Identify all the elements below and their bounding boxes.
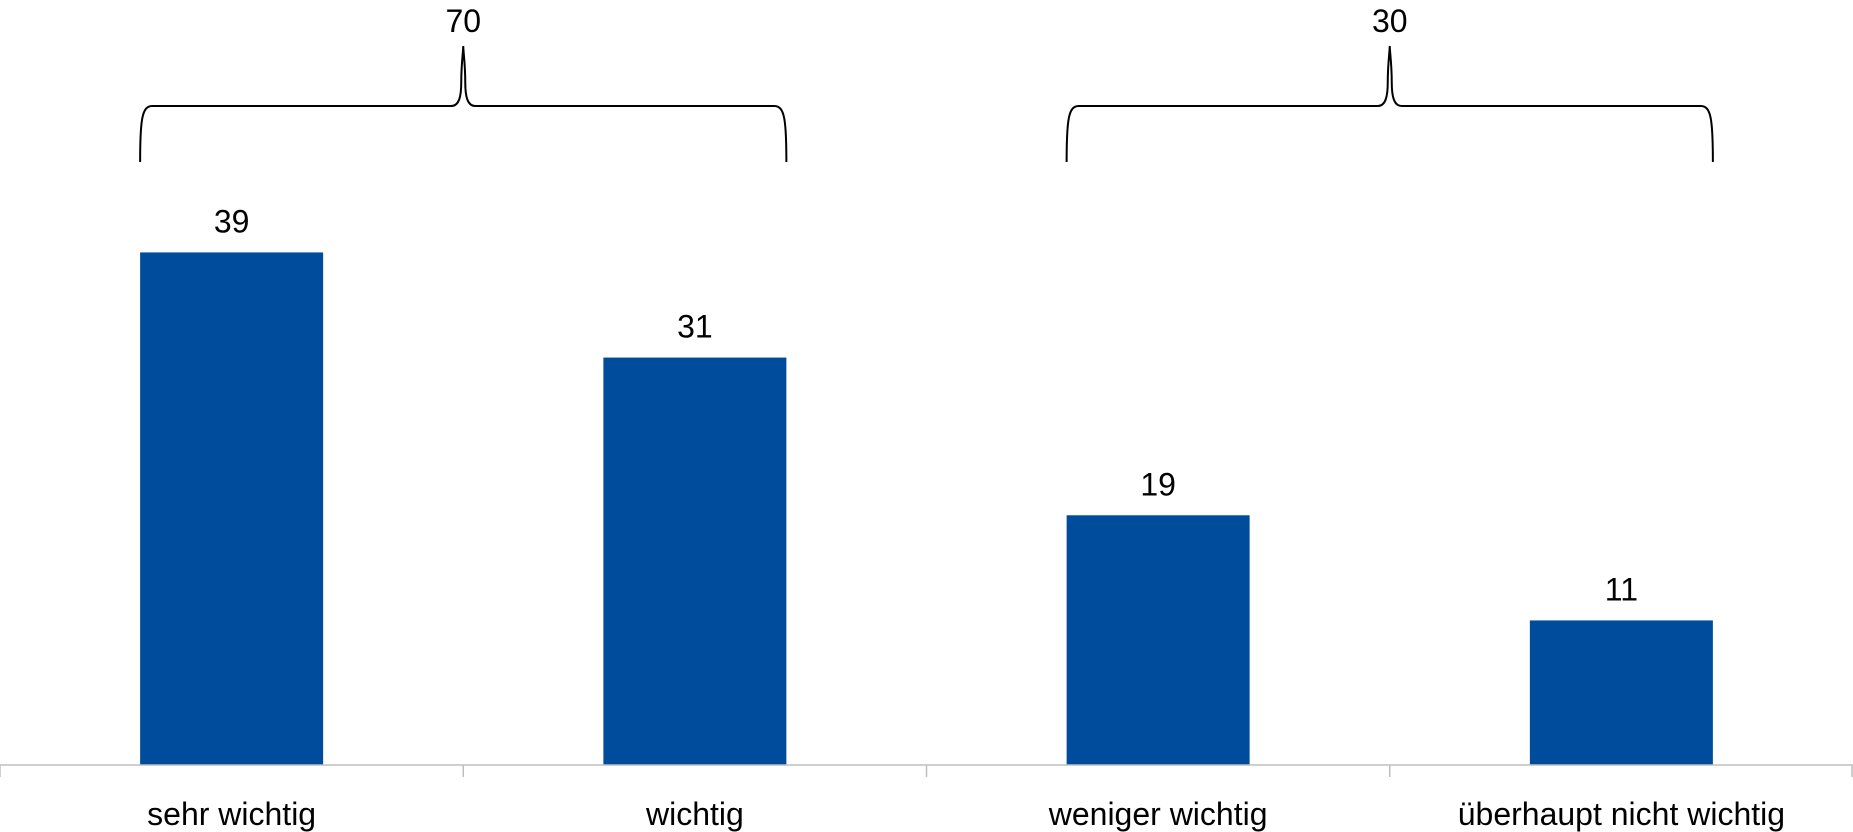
bar-4 (1529, 620, 1713, 765)
group-total-label-2: 30 (1372, 3, 1408, 39)
x-axis (0, 764, 1853, 777)
category-label-1: sehr wichtig (147, 796, 316, 832)
value-label-4: 11 (1605, 571, 1638, 607)
value-labels: 39 31 19 11 (214, 203, 1638, 607)
group-total-label-1: 70 (445, 3, 481, 39)
bars (140, 252, 1713, 765)
value-label-2: 31 (677, 309, 713, 345)
value-label-1: 39 (214, 203, 250, 239)
bar-2 (603, 357, 787, 765)
group-brace-2 (1065, 45, 1714, 163)
category-label-3: weniger wichtig (1048, 796, 1268, 832)
category-label-2: wichtig (645, 796, 744, 832)
group-brace-1 (139, 45, 788, 163)
category-labels: sehr wichtig wichtig weniger wichtig überha… (147, 796, 1785, 832)
group-braces: 70 30 (139, 3, 1714, 163)
bar-1 (140, 252, 324, 765)
value-label-3: 19 (1140, 466, 1176, 502)
category-label-4: überhaupt nicht wichtig (1458, 796, 1785, 832)
bar-3 (1066, 515, 1250, 765)
